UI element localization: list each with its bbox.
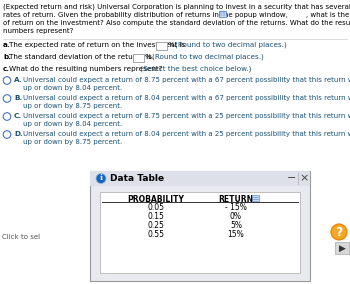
Text: 0.25: 0.25 (148, 221, 164, 230)
Circle shape (96, 174, 106, 183)
Text: %.: %. (145, 54, 156, 60)
Text: 0.05: 0.05 (147, 203, 164, 212)
Text: Universal could expect a return of 8.75 percent with a 67 percent possibility th: Universal could expect a return of 8.75 … (23, 77, 350, 83)
Text: up or down by 8.75 percent.: up or down by 8.75 percent. (23, 103, 122, 109)
FancyBboxPatch shape (252, 195, 259, 201)
Circle shape (331, 224, 347, 240)
Text: up or down by 8.75 percent.: up or down by 8.75 percent. (23, 139, 122, 145)
Text: RETURN: RETURN (218, 195, 253, 204)
Text: 0.55: 0.55 (147, 230, 164, 239)
Text: 0%: 0% (230, 212, 242, 221)
Text: ?: ? (335, 225, 343, 239)
Text: ×: × (299, 174, 309, 183)
Text: c.: c. (3, 66, 10, 72)
Text: 0.15: 0.15 (148, 212, 164, 221)
Text: numbers represent?: numbers represent? (3, 28, 74, 34)
Text: ▶: ▶ (338, 243, 345, 252)
Text: 5%: 5% (230, 221, 242, 230)
Circle shape (3, 131, 11, 138)
FancyBboxPatch shape (219, 11, 226, 16)
Circle shape (3, 95, 11, 102)
FancyBboxPatch shape (335, 242, 349, 254)
Text: Universal could expect a return of 8.04 percent with a 25 percent possibility th: Universal could expect a return of 8.04 … (23, 131, 350, 137)
Text: %.: %. (168, 42, 179, 48)
Text: A.: A. (14, 77, 22, 83)
Text: B.: B. (14, 95, 22, 101)
FancyBboxPatch shape (133, 54, 144, 62)
Text: - 15%: - 15% (225, 203, 247, 212)
FancyBboxPatch shape (90, 171, 310, 281)
Text: (Expected return and risk) Universal Corporation is planning to invest in a secu: (Expected return and risk) Universal Cor… (3, 3, 350, 9)
Text: D.: D. (14, 131, 23, 137)
Text: a.: a. (3, 42, 10, 48)
Text: Universal could expect a return of 8.75 percent with a 25 percent possibility th: Universal could expect a return of 8.75 … (23, 113, 350, 119)
Text: of return on the investment? Also compute the standard deviation of the returns.: of return on the investment? Also comput… (3, 20, 350, 26)
Text: i: i (99, 174, 103, 183)
Text: The standard deviation of the returns is: The standard deviation of the returns is (9, 54, 152, 60)
Text: up or down by 8.04 percent.: up or down by 8.04 percent. (23, 121, 122, 127)
Text: Data Table: Data Table (110, 174, 164, 183)
Circle shape (3, 113, 11, 120)
Text: 15%: 15% (228, 230, 244, 239)
Text: What do the resulting numbers represent?: What do the resulting numbers represent? (9, 66, 163, 72)
Text: −: − (287, 174, 297, 183)
FancyBboxPatch shape (90, 171, 310, 186)
Text: rates of return. Given the probability distribution of returns in the popup wind: rates of return. Given the probability d… (3, 11, 350, 18)
Text: up or down by 8.04 percent.: up or down by 8.04 percent. (23, 85, 122, 91)
Text: PROBABILITY: PROBABILITY (127, 195, 184, 204)
Text: (Select the best choice below.): (Select the best choice below.) (138, 66, 251, 72)
Text: C.: C. (14, 113, 22, 119)
Text: (Round to two decimal places.): (Round to two decimal places.) (152, 54, 264, 60)
Text: (Round to two decimal places.): (Round to two decimal places.) (175, 42, 287, 49)
Text: b.: b. (3, 54, 11, 60)
Text: Click to sel: Click to sel (2, 234, 40, 240)
FancyBboxPatch shape (100, 192, 300, 273)
FancyBboxPatch shape (156, 42, 167, 49)
Circle shape (3, 77, 11, 84)
Text: Universal could expect a return of 8.04 percent with a 67 percent possibility th: Universal could expect a return of 8.04 … (23, 95, 350, 101)
Text: The expected rate of return on the investment is: The expected rate of return on the inves… (9, 42, 185, 48)
